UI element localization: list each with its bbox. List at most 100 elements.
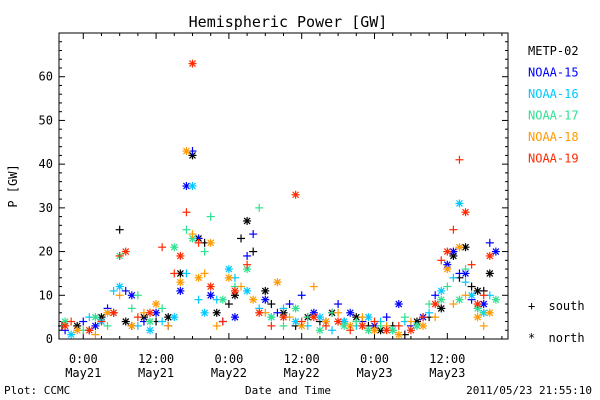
- data-points: [58, 59, 500, 339]
- data-point: [285, 300, 294, 309]
- marker-stroke: [243, 287, 251, 295]
- y-tick-label: 0: [46, 332, 53, 346]
- data-point: [73, 326, 82, 335]
- marker-stroke: [152, 309, 160, 317]
- data-point: [406, 317, 415, 326]
- marker-stroke: [170, 313, 178, 321]
- data-point: [230, 286, 239, 295]
- marker-stroke: [261, 287, 269, 295]
- marker-stroke: [437, 287, 445, 295]
- marker-stroke: [492, 296, 500, 304]
- data-point: [206, 238, 215, 247]
- marker-stroke: [443, 265, 451, 273]
- marker-legend-north-label: north: [548, 331, 584, 345]
- y-tick-label: 60: [39, 70, 53, 84]
- y-tick-label: 20: [39, 245, 53, 259]
- data-point: [491, 295, 500, 304]
- x-tick-date: May22: [211, 366, 247, 380]
- marker-stroke: [395, 300, 403, 308]
- data-point: [449, 225, 458, 234]
- data-point: [182, 225, 191, 234]
- marker-stroke: [292, 191, 300, 199]
- marker-stroke: [389, 326, 397, 334]
- marker-stroke: [486, 252, 494, 260]
- y-tick-label: 10: [39, 288, 53, 302]
- data-point: [115, 251, 124, 260]
- data-point: [115, 282, 124, 291]
- marker-stroke: [195, 274, 202, 282]
- marker-stroke: [207, 283, 215, 290]
- data-point: [334, 300, 343, 309]
- data-point: [370, 326, 379, 335]
- data-point: [485, 269, 494, 278]
- marker-stroke: [474, 287, 482, 295]
- data-point: [176, 251, 185, 260]
- data-point: [121, 317, 130, 326]
- marker-stroke: [231, 287, 239, 295]
- marker-stroke: [225, 274, 233, 282]
- data-point: [267, 300, 276, 309]
- data-point: [461, 278, 470, 287]
- data-point: [194, 273, 203, 282]
- data-point: [182, 208, 191, 217]
- data-point: [121, 286, 130, 295]
- data-point: [334, 308, 343, 317]
- data-point: [194, 295, 203, 304]
- data-point: [437, 295, 446, 304]
- x-tick-date: May23: [429, 366, 465, 380]
- marker-stroke: [85, 326, 93, 334]
- marker-stroke: [274, 278, 281, 286]
- marker-stroke: [474, 313, 482, 321]
- data-point: [437, 256, 446, 265]
- marker-legend-south: + south: [528, 299, 585, 313]
- data-point: [243, 260, 252, 269]
- marker-stroke: [73, 326, 81, 334]
- data-point: [346, 326, 355, 335]
- data-point: [431, 313, 440, 322]
- x-tick-time: 0:00: [214, 352, 243, 366]
- marker-stroke: [383, 326, 391, 334]
- data-point: [267, 321, 276, 330]
- marker-stroke: [358, 322, 366, 330]
- data-point: [158, 304, 167, 313]
- data-point: [455, 243, 464, 252]
- data-point: [297, 317, 306, 326]
- data-point: [164, 321, 173, 330]
- data-point: [491, 247, 500, 256]
- legend-entry: NOAA-17: [528, 109, 579, 123]
- marker-stroke: [104, 309, 111, 317]
- marker-stroke: [207, 291, 215, 299]
- data-point: [170, 313, 179, 322]
- data-point: [182, 269, 191, 278]
- marker-stroke: [122, 248, 130, 255]
- data-point: [224, 265, 233, 274]
- marker-legend-south-label: south: [548, 299, 584, 313]
- data-point: [249, 295, 258, 304]
- x-tick-time: 12:00: [284, 352, 320, 366]
- marker-stroke: [407, 326, 415, 334]
- data-point: [121, 247, 130, 256]
- marker-stroke: [456, 243, 463, 251]
- marker-stroke: [413, 322, 421, 330]
- marker-stroke: [419, 322, 427, 330]
- x-axis-label: Date and Time: [245, 384, 331, 397]
- data-point: [394, 330, 403, 339]
- x-tick-time: 12:00: [429, 352, 465, 366]
- data-point: [133, 313, 142, 322]
- x-tick-time: 0:00: [69, 352, 98, 366]
- marker-stroke: [365, 326, 372, 334]
- legend-entry: METP-02: [528, 44, 579, 58]
- data-point: [218, 295, 227, 304]
- marker-stroke: [189, 235, 196, 242]
- data-point: [188, 59, 197, 68]
- marker-stroke: [146, 326, 154, 334]
- marker-stroke: [176, 287, 184, 295]
- marker-stroke: [462, 270, 469, 277]
- data-point: [443, 282, 452, 291]
- marker-stroke: [456, 200, 463, 207]
- data-point: [394, 300, 403, 309]
- data-point: [200, 247, 209, 256]
- data-point: [279, 304, 288, 313]
- data-point: [91, 321, 100, 330]
